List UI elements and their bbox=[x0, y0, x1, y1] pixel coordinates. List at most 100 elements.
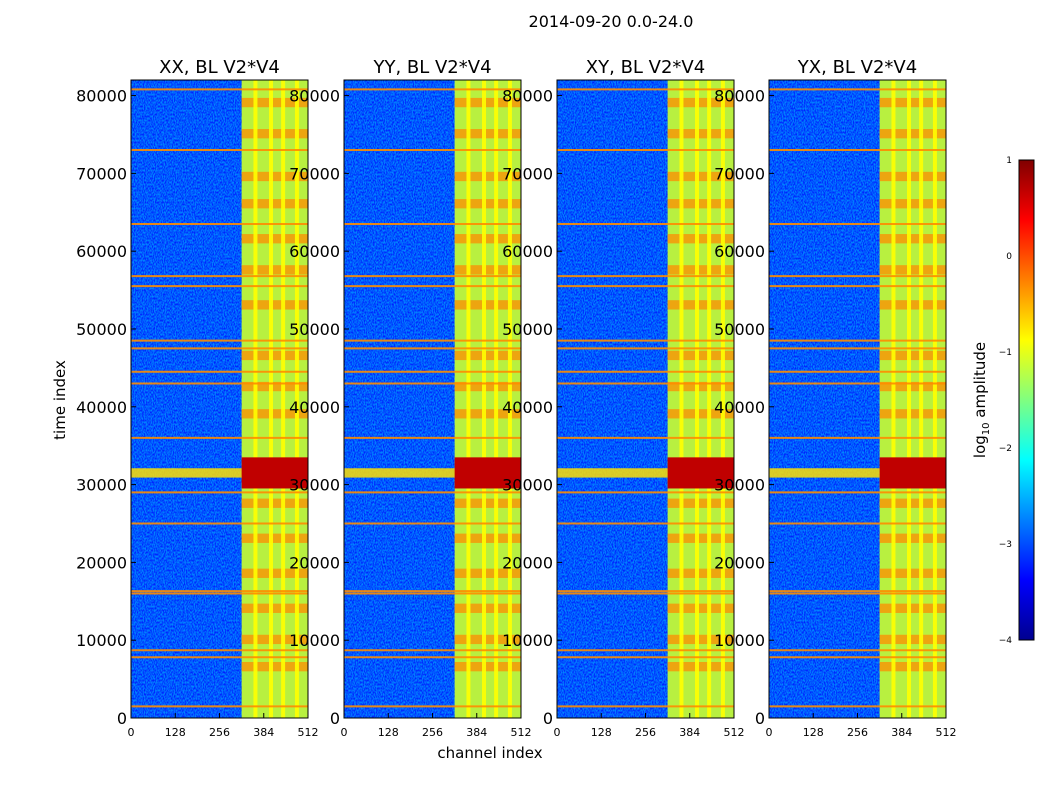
y-tick-label: 40000 bbox=[714, 398, 765, 417]
activity-band bbox=[241, 568, 308, 578]
y-tick-label: 50000 bbox=[76, 320, 127, 339]
y-tick-label: 20000 bbox=[714, 553, 765, 572]
activity-band bbox=[667, 97, 734, 108]
hot-band-streak bbox=[344, 468, 521, 478]
x-tick-label: 0 bbox=[341, 726, 348, 739]
y-tick-label: 40000 bbox=[76, 398, 127, 417]
bright-column bbox=[720, 80, 725, 718]
activity-band bbox=[454, 234, 521, 244]
activity-band bbox=[241, 533, 308, 543]
panel-title: YY, BL V2*V4 bbox=[372, 57, 491, 78]
colorbar-label-sub: 10 bbox=[981, 422, 992, 435]
bright-column bbox=[891, 80, 896, 718]
activity-band bbox=[454, 409, 521, 419]
x-tick-label: 128 bbox=[165, 726, 186, 739]
activity-band bbox=[241, 634, 308, 645]
colorbar-label-rest: amplitude bbox=[971, 342, 989, 423]
x-tick-label: 384 bbox=[891, 726, 912, 739]
y-tick-label: 0 bbox=[330, 709, 340, 728]
x-tick-label: 512 bbox=[511, 726, 532, 739]
x-tick-label: 128 bbox=[378, 726, 399, 739]
activity-band bbox=[241, 350, 308, 361]
y-tick-label: 40000 bbox=[502, 398, 553, 417]
activity-band bbox=[879, 661, 946, 672]
activity-band bbox=[879, 171, 946, 182]
panel-3: YX, BL V2*V4 0 10000 20000 30000 40000 50000 60… bbox=[714, 57, 956, 739]
x-tick-label: 256 bbox=[209, 726, 230, 739]
figure-title: 2014-09-20 0.0-24.0 bbox=[529, 12, 694, 31]
activity-band bbox=[454, 661, 521, 672]
activity-band bbox=[667, 199, 734, 209]
y-tick-label: 60000 bbox=[76, 242, 127, 261]
y-tick-label: 60000 bbox=[289, 242, 340, 261]
activity-band bbox=[879, 234, 946, 244]
y-tick-label: 0 bbox=[755, 709, 765, 728]
x-tick-label: 384 bbox=[253, 726, 274, 739]
x-tick-label: 256 bbox=[847, 726, 868, 739]
hot-band-core bbox=[667, 457, 734, 489]
x-tick-label: 128 bbox=[803, 726, 824, 739]
activity-band bbox=[241, 661, 308, 672]
y-tick-label: 50000 bbox=[289, 320, 340, 339]
colorbar-tick-label: −3 bbox=[999, 540, 1012, 550]
bright-column bbox=[907, 80, 912, 718]
bright-column bbox=[494, 80, 499, 718]
x-tick-label: 0 bbox=[128, 726, 135, 739]
activity-band bbox=[454, 568, 521, 578]
activity-band bbox=[241, 199, 308, 209]
y-axis-label: time index bbox=[51, 360, 69, 440]
activity-band bbox=[454, 603, 521, 613]
activity-band bbox=[454, 533, 521, 543]
y-tick-label: 70000 bbox=[714, 164, 765, 183]
y-tick-label: 20000 bbox=[502, 553, 553, 572]
activity-band bbox=[454, 498, 521, 508]
x-tick-label: 256 bbox=[422, 726, 443, 739]
activity-band bbox=[454, 171, 521, 182]
y-tick-label: 50000 bbox=[714, 320, 765, 339]
activity-band bbox=[879, 409, 946, 419]
colorbar-tick-label: −4 bbox=[999, 636, 1013, 646]
activity-band bbox=[879, 300, 946, 310]
activity-band bbox=[667, 381, 734, 392]
activity-band bbox=[879, 533, 946, 543]
x-tick-label: 384 bbox=[679, 726, 700, 739]
activity-band bbox=[667, 234, 734, 244]
y-tick-label: 10000 bbox=[289, 631, 340, 650]
activity-band bbox=[241, 603, 308, 613]
activity-band bbox=[667, 265, 734, 275]
x-tick-label: 0 bbox=[766, 726, 773, 739]
y-tick-label: 80000 bbox=[714, 87, 765, 106]
activity-band bbox=[667, 661, 734, 672]
activity-band bbox=[879, 634, 946, 645]
activity-band bbox=[241, 97, 308, 108]
activity-band bbox=[241, 234, 308, 244]
activity-band bbox=[879, 199, 946, 209]
bright-column bbox=[269, 80, 274, 718]
panel-title: XY, BL V2*V4 bbox=[586, 57, 705, 78]
y-tick-label: 70000 bbox=[76, 164, 127, 183]
activity-band bbox=[667, 634, 734, 645]
activity-band bbox=[879, 603, 946, 613]
bright-column bbox=[253, 80, 258, 718]
hot-band-streak bbox=[769, 468, 946, 478]
activity-band bbox=[879, 129, 946, 139]
activity-band bbox=[667, 129, 734, 139]
y-tick-label: 80000 bbox=[76, 87, 127, 106]
y-tick-label: 30000 bbox=[502, 476, 553, 495]
hot-band-streak bbox=[131, 468, 308, 478]
bright-column bbox=[507, 80, 512, 718]
y-tick-label: 30000 bbox=[76, 476, 127, 495]
activity-band bbox=[454, 199, 521, 209]
y-tick-label: 50000 bbox=[502, 320, 553, 339]
activity-band bbox=[454, 97, 521, 108]
activity-band bbox=[241, 300, 308, 310]
x-tick-label: 512 bbox=[724, 726, 745, 739]
y-tick-label: 30000 bbox=[289, 476, 340, 495]
colorbar: 10−1−2−3−4 log10 amplitude bbox=[971, 156, 1035, 646]
y-tick-label: 0 bbox=[543, 709, 553, 728]
panel-2: XY, BL V2*V4 0 10000 20000 30000 40000 50000 60… bbox=[502, 57, 744, 739]
activity-band bbox=[241, 409, 308, 419]
panel-0: XX, BL V2*V4 0 10000 20000 30000 40000 50000 60… bbox=[76, 57, 318, 739]
bright-column bbox=[281, 80, 286, 718]
